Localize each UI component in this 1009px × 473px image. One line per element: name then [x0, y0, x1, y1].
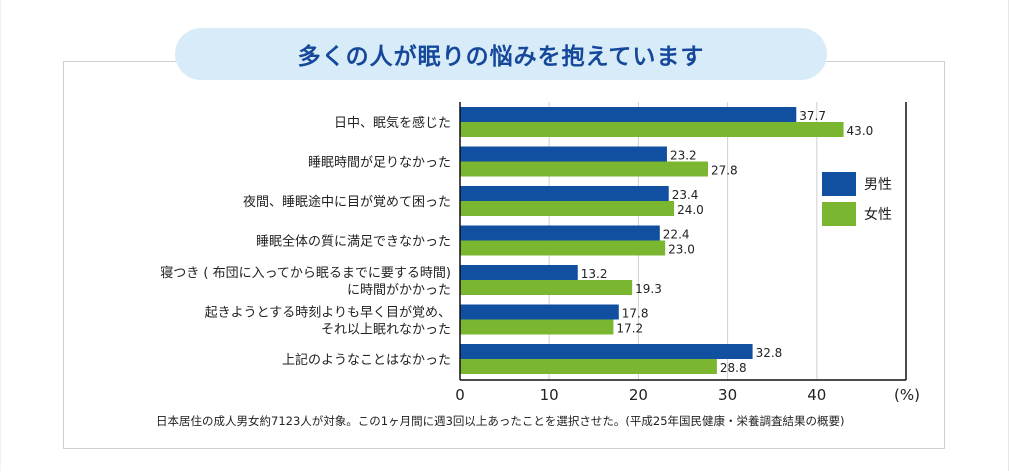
- value-label: 43.0: [847, 124, 874, 138]
- category-labels: 日中、眠気を感じた睡眠時間が足りなかった夜間、睡眠途中に目が覚めて困った睡眠全体…: [160, 115, 451, 368]
- x-tick-label: 20: [629, 386, 648, 404]
- bars: [460, 107, 844, 374]
- category-label: 寝つき ( 布団に入ってから眠るまでに要する時間): [160, 265, 451, 281]
- legend-swatch: [822, 202, 856, 226]
- value-label: 17.2: [616, 322, 643, 336]
- value-label: 28.8: [720, 361, 747, 375]
- bar-female: [460, 280, 633, 295]
- bar-male: [460, 304, 619, 320]
- category-label: 睡眠時間が足りなかった: [308, 156, 451, 171]
- unit-label: (%): [894, 386, 920, 404]
- value-label: 37.7: [799, 109, 826, 123]
- category-label: 夜間、睡眠途中に目が覚めて困った: [243, 194, 451, 210]
- value-label: 24.0: [677, 203, 704, 217]
- axes: 0 10 20 30 40 (%): [455, 102, 920, 404]
- bar-male: [460, 186, 669, 201]
- bar-male: [460, 107, 797, 122]
- x-tick-label: 30: [718, 386, 737, 404]
- legend-label: 女性: [864, 206, 892, 223]
- value-label: 19.3: [635, 282, 662, 296]
- value-label: 23.4: [672, 188, 699, 202]
- bar-female: [460, 161, 708, 177]
- x-tick-label: 40: [807, 386, 826, 404]
- category-label: 起きようとする時刻よりも早く目が覚め、: [205, 306, 451, 321]
- bar-male: [460, 344, 753, 359]
- legend-label: 男性: [864, 177, 892, 193]
- category-label: 日中、眠気を感じた: [334, 115, 451, 131]
- bar-female: [460, 319, 614, 335]
- category-label: それ以上眠れなかった: [321, 323, 451, 338]
- bar-male: [460, 225, 660, 241]
- value-label: 13.2: [581, 267, 608, 281]
- bar-female: [460, 359, 717, 374]
- category-label: 睡眠全体の質に満足できなかった: [256, 234, 451, 250]
- category-label: 上記のようなことはなかった: [282, 352, 451, 368]
- bar-female: [460, 240, 666, 256]
- value-label: 17.8: [622, 307, 649, 321]
- value-labels: 37.7 43.0 23.2 27.8 23.424.0 22.423.0 13.2 19.3…: [581, 109, 874, 375]
- legend-swatch: [822, 172, 856, 196]
- bar-female: [460, 201, 675, 216]
- value-label: 22.4: [663, 228, 690, 242]
- bar-female: [460, 122, 844, 137]
- x-tick-label: 10: [540, 386, 559, 404]
- category-label: に時間がかかった: [347, 283, 451, 298]
- bar-male: [460, 265, 578, 280]
- x-tick-label: 0: [455, 386, 465, 404]
- value-label: 27.8: [711, 164, 738, 178]
- footnote: 日本居住の成人男女約7123人が対象。この1ヶ月間に週3回以上あったことを選択さ…: [156, 414, 845, 428]
- value-label: 32.8: [756, 346, 783, 360]
- bar-male: [460, 146, 667, 162]
- value-label: 23.2: [670, 149, 697, 163]
- page-title: 多くの人が眠りの悩みを抱えています: [175, 28, 827, 80]
- value-label: 23.0: [668, 243, 695, 257]
